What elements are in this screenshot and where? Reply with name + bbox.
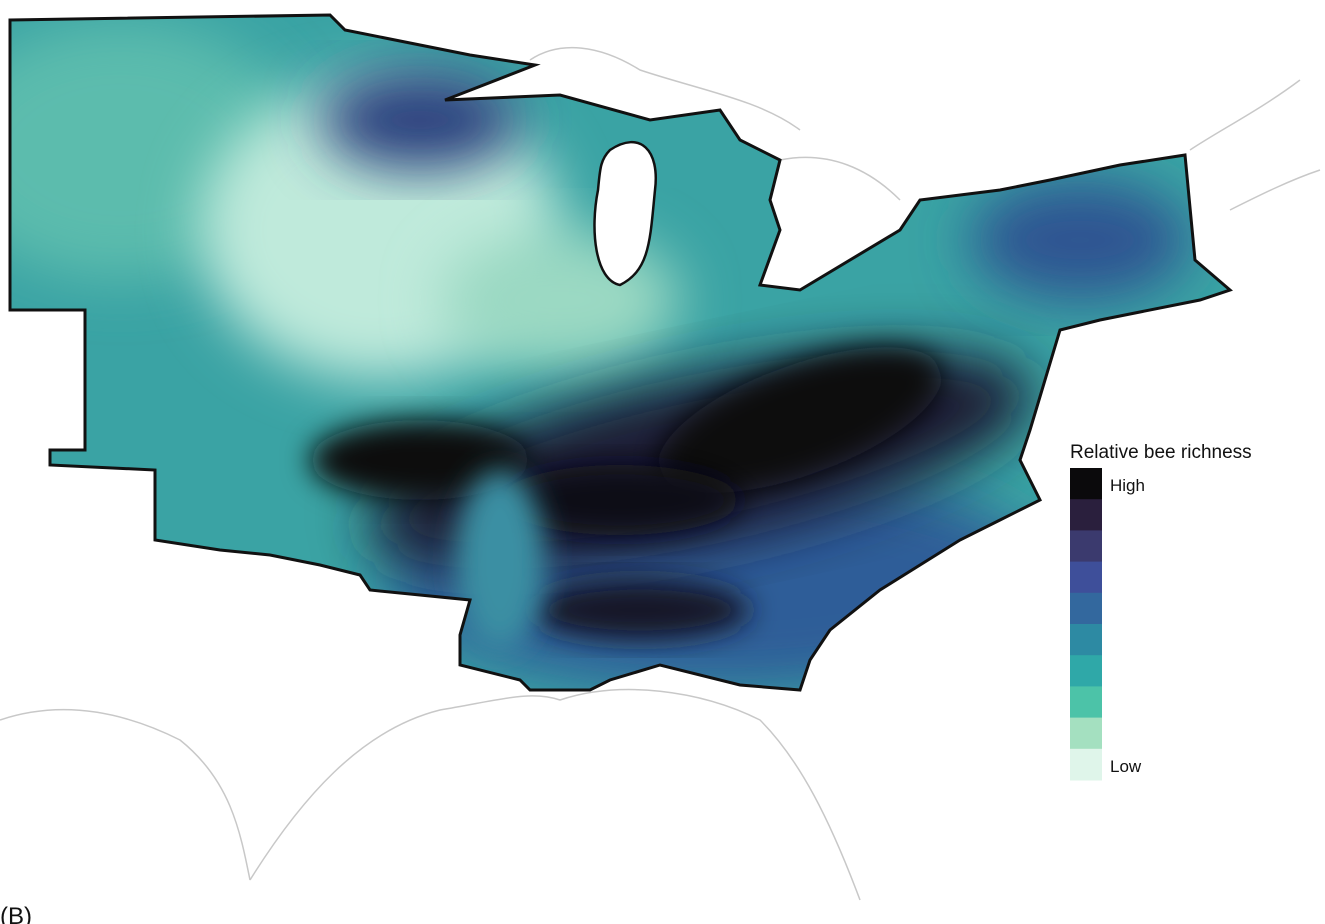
legend-swatch [1070,592,1102,625]
legend-swatch [1070,624,1102,656]
legend-low-label: Low [1110,757,1142,776]
legend-high-label: High [1110,476,1145,495]
legend-swatch [1070,530,1102,563]
legend-swatch [1070,468,1102,500]
legend-swatch [1070,717,1102,750]
legend-swatch [1070,655,1102,687]
panel-label: (B) [0,903,32,924]
legend-title: Relative bee richness [1070,442,1252,463]
legend-swatch [1070,748,1102,781]
coastline [0,46,1321,901]
legend-swatch [1070,561,1102,594]
lake-michigan [593,140,658,287]
legend-swatch [1070,686,1102,719]
region-outline [8,13,1233,692]
legend-swatch [1070,499,1102,531]
